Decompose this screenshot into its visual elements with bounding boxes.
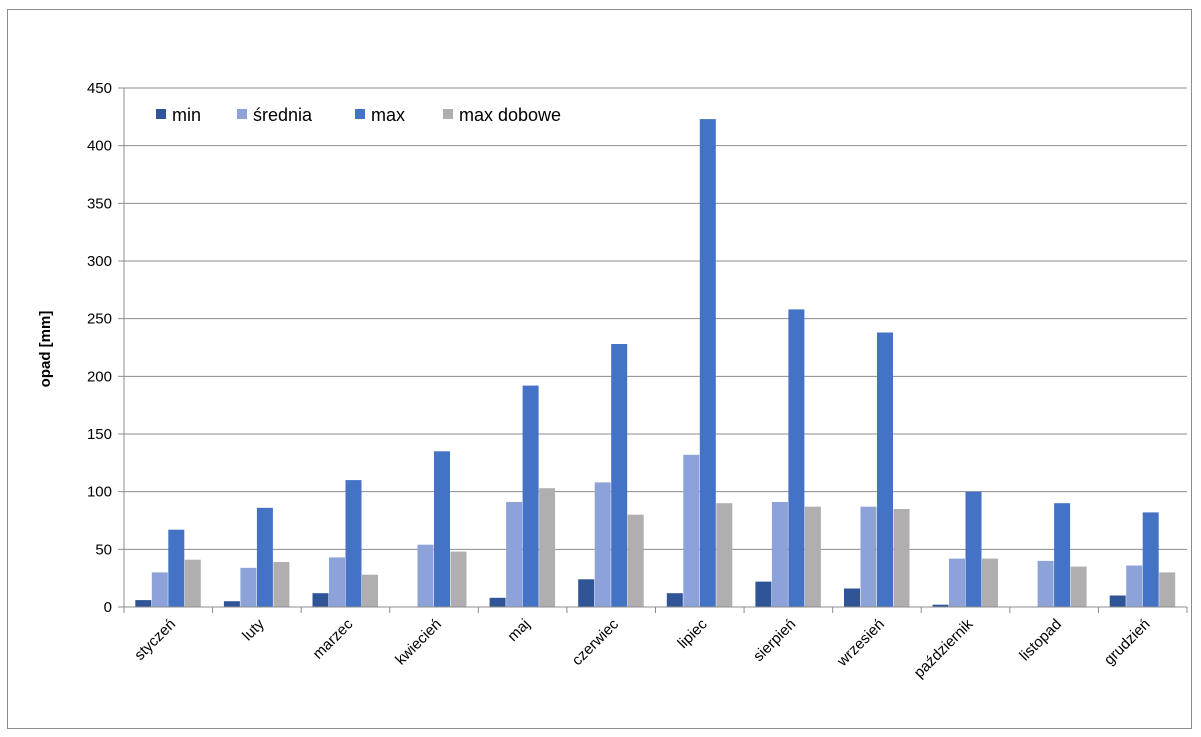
bar	[804, 506, 821, 607]
x-tick-label: luty	[239, 615, 268, 644]
bar	[434, 451, 450, 607]
x-tick-label: maj	[504, 616, 533, 645]
legend-entry: średnia	[237, 105, 313, 125]
bar	[329, 557, 345, 607]
y-tick-label: 450	[87, 80, 112, 97]
bar	[982, 558, 998, 607]
bars	[135, 119, 1176, 607]
bar	[578, 579, 595, 607]
bar	[135, 600, 152, 607]
bar	[539, 488, 556, 607]
y-tick-label: 250	[87, 311, 112, 328]
y-tick-label: 300	[87, 253, 112, 270]
x-tick-label: czerwiec	[569, 615, 623, 669]
y-axis-ticks: 0 50 100 150 200 250 300 350 400 450	[87, 80, 124, 616]
x-axis-ticks: styczeń luty marzec kwiecień maj czerwiec lipi…	[123, 607, 1188, 681]
x-tick-label: styczeń	[131, 616, 179, 664]
y-axis-label: opad [mm]	[37, 311, 54, 388]
legend-swatch	[443, 109, 453, 119]
legend-entry: max	[355, 105, 405, 125]
bar	[771, 502, 788, 607]
bar	[1070, 566, 1087, 607]
bar	[611, 344, 628, 607]
bar	[594, 482, 611, 607]
y-tick-label: 0	[104, 599, 112, 616]
y-tick-label: 400	[87, 138, 112, 155]
bar	[949, 558, 965, 607]
bar	[256, 507, 273, 607]
y-tick-label: 150	[87, 426, 112, 443]
bar	[627, 514, 644, 607]
bar	[877, 332, 893, 607]
legend-swatch	[355, 109, 365, 119]
x-tick-label: listopad	[1016, 616, 1065, 665]
legend-swatch	[156, 109, 166, 119]
y-tick-label: 350	[87, 195, 112, 212]
legend-label: max dobowe	[459, 105, 561, 125]
bar	[788, 309, 805, 607]
legend-label: średnia	[253, 105, 313, 125]
bar	[932, 604, 949, 607]
bar	[893, 509, 910, 607]
bar	[860, 506, 877, 607]
bar	[699, 119, 716, 607]
x-tick-label: październik	[911, 615, 977, 681]
x-tick-label: lipiec	[674, 615, 711, 652]
bar	[716, 503, 733, 607]
bar	[666, 593, 683, 607]
bar	[683, 454, 700, 607]
legend-label: min	[172, 105, 201, 125]
x-tick-label: grudzień	[1101, 616, 1154, 669]
legend-swatch	[237, 109, 247, 119]
chart-frame	[7, 9, 1192, 729]
bar	[1054, 503, 1071, 607]
gridlines	[124, 87, 1187, 550]
bar	[489, 597, 506, 607]
y-tick-label: 100	[87, 484, 112, 501]
legend: min średnia max max dobowe	[156, 105, 561, 125]
legend-label: max	[371, 105, 405, 125]
bar	[223, 601, 240, 607]
bar	[1037, 560, 1054, 607]
x-tick-label: kwiecień	[392, 616, 445, 669]
bar	[184, 559, 201, 607]
bar	[1142, 512, 1159, 607]
bar	[755, 581, 772, 607]
bar	[151, 572, 168, 607]
legend-entry: max dobowe	[443, 105, 561, 125]
bar	[417, 544, 434, 607]
axes	[123, 88, 1187, 608]
bar	[362, 574, 378, 607]
bar	[844, 588, 860, 607]
x-tick-label: wrzesień	[833, 616, 888, 671]
y-tick-label: 50	[95, 541, 112, 558]
y-tick-label: 200	[87, 368, 112, 385]
bar	[1126, 565, 1143, 607]
bar	[345, 480, 362, 607]
bar	[240, 567, 257, 607]
bar	[168, 529, 185, 607]
x-tick-label: marzec	[310, 615, 357, 662]
bar	[965, 491, 982, 607]
bar	[312, 593, 329, 607]
bar	[450, 551, 467, 607]
bar	[1109, 595, 1126, 607]
legend-entry: min	[156, 105, 201, 125]
bar	[273, 562, 290, 607]
bar	[522, 385, 539, 607]
bar	[506, 502, 523, 607]
bar	[1159, 572, 1176, 607]
x-tick-label: sierpień	[750, 616, 799, 665]
